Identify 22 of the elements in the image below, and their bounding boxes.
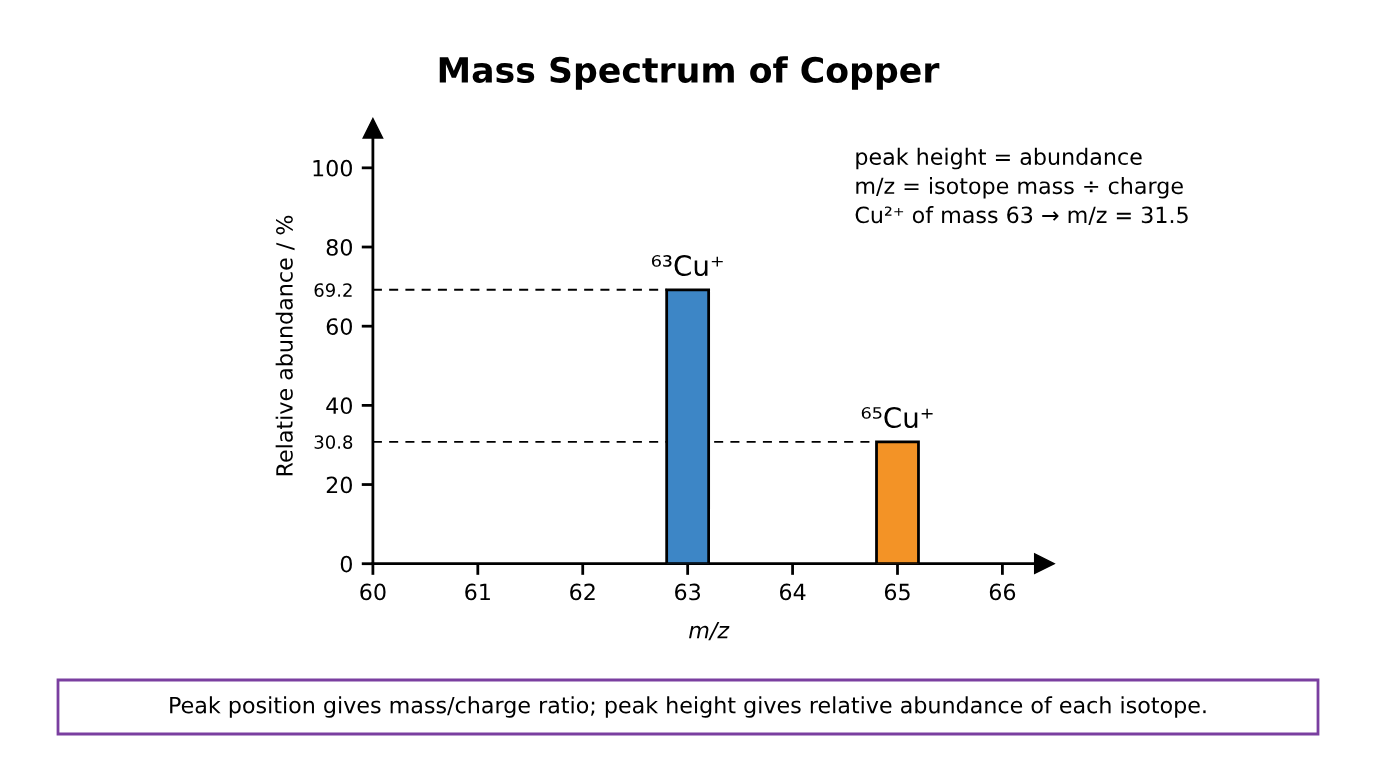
y-tick-label: 69.2 [314, 283, 352, 297]
annotation: peak height = abundance m/z = isotope mass ÷ charge Cu²⁺ of mass 63 → m/z = 31.5 [855, 147, 1188, 226]
y-tick-label: 30.8 [314, 435, 353, 449]
x-tick-label: 60 [360, 583, 386, 601]
y-tick-label: 60 [326, 318, 352, 335]
x-tick-label: 61 [465, 583, 490, 601]
y-axis-title: Relative abundance / % [275, 215, 295, 476]
text: Peak position gives mass/charge ratio; peak height gives relative abundance of each isotope. [170, 696, 1206, 718]
x-tick-label: 65 [884, 583, 910, 601]
y-tick-label: 80 [326, 238, 352, 256]
x-tick-label: 62 [570, 583, 595, 601]
y-tick-label: 100 [313, 159, 352, 177]
annotation: ⁶⁵Cu⁺ [861, 407, 933, 429]
x-tick-label: 64 [779, 583, 806, 601]
y-tick-label: 40 [326, 397, 352, 415]
chart-title: Mass Spectrum of Copper [439, 56, 940, 90]
x-tick-label: 63 [675, 583, 701, 601]
x-axis-title: m/z [689, 622, 730, 641]
x-tick-label: 66 [989, 583, 1016, 601]
y-tick-label: 20 [326, 476, 352, 494]
y-tick-label: 0 [340, 555, 352, 573]
annotation: ⁶³Cu⁺ [651, 255, 723, 277]
